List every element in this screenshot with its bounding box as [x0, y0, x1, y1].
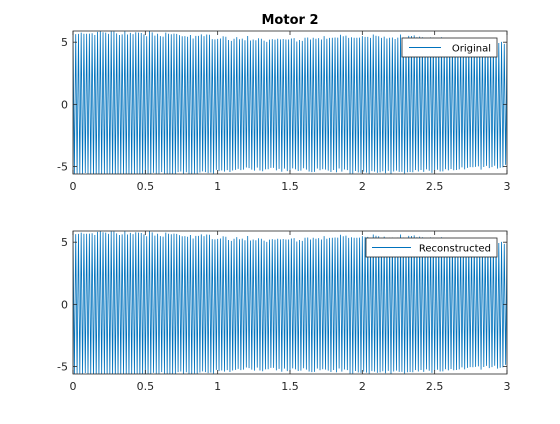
y-tick-labels-1: -5 0 5 [57, 36, 68, 173]
tick-marks-1 [72, 31, 508, 174]
x-tick-label: 0 [70, 380, 77, 393]
x-tick-label: 3 [504, 380, 511, 393]
x-tick-labels-2: 0 0.5 1 1.5 2 2.5 3 [70, 380, 511, 393]
y-tick-label: 5 [61, 36, 68, 49]
x-tick-label: 1.5 [281, 180, 299, 193]
x-tick-label: 2 [359, 380, 366, 393]
x-tick-label: 1 [214, 380, 221, 393]
x-tick-label: 3 [504, 180, 511, 193]
x-tick-label: 2 [359, 180, 366, 193]
y-tick-label: 0 [61, 98, 68, 111]
legend-reconstructed: Reconstructed [365, 237, 498, 258]
tick-marks-2 [72, 231, 508, 374]
legend-box-1 [401, 37, 498, 58]
legend-label-original: Original [452, 44, 491, 55]
x-tick-label: 2.5 [426, 180, 444, 193]
subplot-reconstructed: 0 0.5 1 1.5 2 2.5 3 -505 Reconstructed [57, 230, 511, 393]
legend-original: Original [401, 37, 498, 58]
subplot-original: 0 0.5 1 1.5 2 2.5 3 -505 Original [57, 30, 511, 193]
x-tick-label: 0.5 [137, 180, 155, 193]
x-tick-label: 1.5 [281, 380, 299, 393]
y-tick-label: 5 [61, 236, 68, 249]
x-tick-label: 2.5 [426, 380, 444, 393]
legend-box-2 [365, 237, 498, 258]
y-tick-label: 0 [61, 298, 68, 311]
y-tick-label: -5 [57, 161, 68, 174]
x-tick-label: 1 [214, 180, 221, 193]
figure-title: Motor 2 [262, 13, 319, 28]
x-tick-labels-1: 0 0.5 1 1.5 2 2.5 3 [70, 180, 511, 193]
x-tick-label: 0 [70, 180, 77, 193]
y-tick-label: -5 [57, 361, 68, 374]
x-tick-label: 0.5 [137, 380, 155, 393]
legend-label-reconstructed: Reconstructed [419, 244, 491, 255]
y-tick-labels-2: -5 0 5 [57, 236, 68, 373]
